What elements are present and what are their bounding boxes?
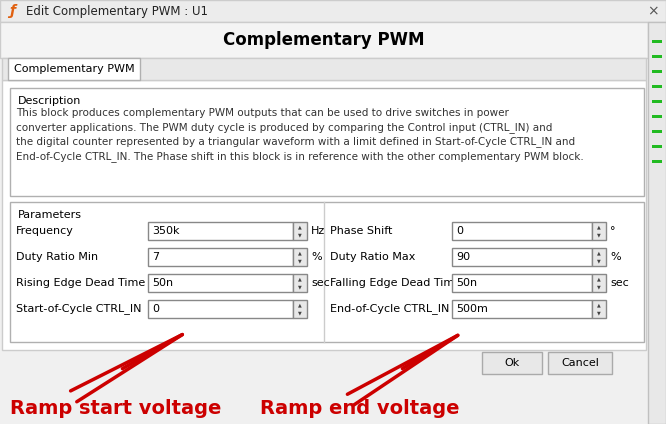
FancyBboxPatch shape (652, 130, 662, 133)
FancyBboxPatch shape (148, 300, 293, 318)
FancyBboxPatch shape (652, 40, 662, 43)
FancyBboxPatch shape (2, 80, 646, 350)
Text: This block produces complementary PWM outputs that can be used to drive switches: This block produces complementary PWM ou… (16, 108, 584, 162)
Text: Frequency: Frequency (16, 226, 74, 236)
FancyBboxPatch shape (482, 352, 542, 374)
FancyBboxPatch shape (10, 202, 644, 342)
Text: ▲: ▲ (597, 224, 601, 229)
Text: ▼: ▼ (597, 232, 601, 237)
FancyBboxPatch shape (10, 88, 644, 196)
Text: sec: sec (311, 278, 330, 288)
Text: Ramp end voltage: Ramp end voltage (260, 399, 460, 418)
Text: ▼: ▼ (298, 310, 302, 315)
Text: ▼: ▼ (298, 259, 302, 263)
FancyBboxPatch shape (592, 222, 606, 240)
FancyBboxPatch shape (652, 100, 662, 103)
Text: Description: Description (18, 96, 81, 106)
Text: ▲: ▲ (597, 302, 601, 307)
Text: ▼: ▼ (597, 285, 601, 290)
FancyBboxPatch shape (2, 58, 646, 80)
Text: Phase Shift: Phase Shift (330, 226, 392, 236)
Text: ▼: ▼ (597, 310, 601, 315)
Text: ƒ: ƒ (9, 4, 15, 18)
Text: ▲: ▲ (298, 276, 302, 282)
FancyBboxPatch shape (0, 22, 648, 58)
Text: 0: 0 (152, 304, 159, 314)
Text: ▲: ▲ (597, 276, 601, 282)
Text: ×: × (647, 4, 659, 18)
Text: Parameters: Parameters (18, 210, 82, 220)
Text: End-of-Cycle CTRL_IN: End-of-Cycle CTRL_IN (330, 304, 450, 315)
FancyBboxPatch shape (652, 160, 662, 163)
FancyBboxPatch shape (452, 274, 592, 292)
FancyBboxPatch shape (0, 22, 666, 424)
FancyBboxPatch shape (0, 350, 648, 378)
FancyBboxPatch shape (293, 248, 307, 266)
Text: 350k: 350k (152, 226, 180, 236)
Text: Complementary PWM: Complementary PWM (223, 31, 425, 49)
Text: 500m: 500m (456, 304, 488, 314)
FancyBboxPatch shape (0, 0, 666, 22)
Text: Falling Edge Dead Time: Falling Edge Dead Time (330, 278, 461, 288)
Text: Edit Complementary PWM : U1: Edit Complementary PWM : U1 (26, 5, 208, 17)
FancyBboxPatch shape (293, 300, 307, 318)
Text: Ok: Ok (504, 358, 519, 368)
FancyBboxPatch shape (452, 222, 592, 240)
Text: 90: 90 (456, 252, 470, 262)
FancyBboxPatch shape (652, 85, 662, 88)
Text: ▲: ▲ (298, 302, 302, 307)
Text: ▲: ▲ (298, 251, 302, 256)
Text: Ramp start voltage: Ramp start voltage (10, 399, 221, 418)
Text: ▼: ▼ (298, 285, 302, 290)
Text: 50n: 50n (456, 278, 477, 288)
Text: Duty Ratio Max: Duty Ratio Max (330, 252, 416, 262)
FancyBboxPatch shape (293, 222, 307, 240)
FancyBboxPatch shape (652, 145, 662, 148)
Text: sec: sec (610, 278, 629, 288)
FancyBboxPatch shape (652, 55, 662, 58)
Text: Rising Edge Dead Time: Rising Edge Dead Time (16, 278, 145, 288)
Text: %: % (311, 252, 322, 262)
Text: 50n: 50n (152, 278, 173, 288)
Text: Complementary PWM: Complementary PWM (14, 64, 135, 74)
Text: ▲: ▲ (298, 224, 302, 229)
Text: 0: 0 (456, 226, 463, 236)
FancyBboxPatch shape (148, 274, 293, 292)
Text: 7: 7 (152, 252, 159, 262)
FancyBboxPatch shape (548, 352, 612, 374)
Text: Cancel: Cancel (561, 358, 599, 368)
Text: %: % (610, 252, 621, 262)
Text: ▼: ▼ (298, 232, 302, 237)
Text: ▼: ▼ (597, 259, 601, 263)
FancyBboxPatch shape (592, 248, 606, 266)
FancyBboxPatch shape (592, 300, 606, 318)
FancyBboxPatch shape (452, 300, 592, 318)
FancyBboxPatch shape (592, 274, 606, 292)
FancyBboxPatch shape (293, 274, 307, 292)
FancyBboxPatch shape (148, 222, 293, 240)
FancyBboxPatch shape (452, 248, 592, 266)
Text: ▲: ▲ (597, 251, 601, 256)
Text: Hz: Hz (311, 226, 325, 236)
FancyBboxPatch shape (652, 70, 662, 73)
FancyBboxPatch shape (648, 22, 666, 424)
Text: Start-of-Cycle CTRL_IN: Start-of-Cycle CTRL_IN (16, 304, 141, 315)
Text: Duty Ratio Min: Duty Ratio Min (16, 252, 98, 262)
FancyBboxPatch shape (8, 58, 140, 80)
FancyBboxPatch shape (652, 115, 662, 118)
Text: °: ° (610, 226, 615, 236)
FancyBboxPatch shape (148, 248, 293, 266)
